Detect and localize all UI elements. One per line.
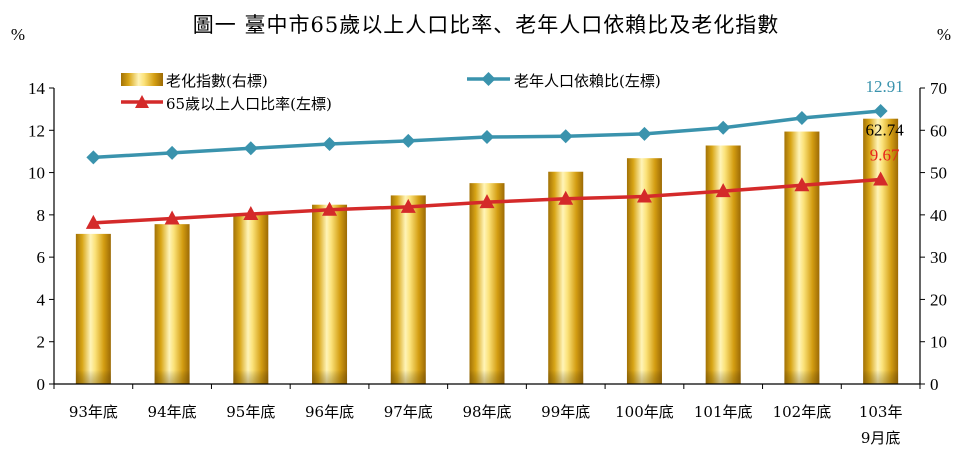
diamond-point bbox=[401, 133, 416, 148]
bar-base-shade bbox=[469, 370, 505, 384]
right-tick-label: 10 bbox=[930, 333, 947, 352]
bar bbox=[469, 183, 505, 384]
x-tick-label: 95年底 bbox=[226, 403, 275, 421]
right-tick-label: 60 bbox=[930, 121, 947, 140]
x-tick-label: 93年底 bbox=[69, 403, 118, 421]
x-tick-label: 103年 bbox=[859, 403, 903, 421]
bar-base-shade bbox=[548, 370, 584, 384]
diamond-point bbox=[637, 126, 652, 141]
triangle-point bbox=[794, 177, 810, 192]
data-label-aging-index: 62.74 bbox=[866, 121, 905, 140]
axes: 0 2 4 6 8 10 12 14 0 10 20 30 40 50 60 70 93年底 94年底 95年底 96… bbox=[28, 79, 947, 447]
left-tick-label: 12 bbox=[28, 121, 45, 140]
triangle-point bbox=[85, 214, 101, 229]
triangle-point bbox=[636, 188, 652, 203]
bar-series bbox=[75, 118, 899, 384]
data-labels: 12.91 62.74 9.67 bbox=[866, 77, 905, 165]
x-tick-label: 9月底 bbox=[861, 429, 901, 447]
diamond-point bbox=[243, 141, 258, 156]
legend-item-elderly-ratio: 65歲以上人口比率(左標) bbox=[121, 95, 332, 113]
left-tick-label: 0 bbox=[37, 375, 46, 394]
x-tick-label: 97年底 bbox=[384, 403, 433, 421]
triangle-point bbox=[558, 190, 574, 205]
chart-title: 圖一 臺中市65歲以上人口比率、老年人口依賴比及老化指數 bbox=[193, 13, 779, 37]
bar-base-shade bbox=[705, 370, 741, 384]
triangle-point bbox=[322, 201, 338, 216]
right-axis-unit: % bbox=[937, 25, 951, 44]
left-tick-label: 14 bbox=[28, 79, 46, 98]
left-tick-label: 4 bbox=[37, 290, 46, 309]
left-axis-unit: % bbox=[11, 25, 25, 44]
bar-base-shade bbox=[390, 370, 426, 384]
left-tick-label: 2 bbox=[37, 333, 46, 352]
bar-base-shade bbox=[312, 370, 348, 384]
diamond-point bbox=[165, 145, 180, 160]
triangle-point bbox=[873, 171, 889, 186]
x-tick-label: 100年底 bbox=[615, 403, 674, 421]
right-tick-label: 30 bbox=[930, 248, 947, 267]
legend-triangle-marker bbox=[135, 95, 149, 108]
diamond-point bbox=[873, 104, 888, 119]
legend-item-dependency-ratio: 老年人口依賴比(左標) bbox=[467, 72, 661, 90]
bar bbox=[75, 233, 111, 384]
diamond-point bbox=[716, 120, 731, 135]
bar bbox=[390, 195, 426, 384]
bar bbox=[233, 213, 269, 384]
bar bbox=[784, 131, 820, 384]
diamond-point bbox=[794, 111, 809, 126]
triangle-point bbox=[479, 194, 495, 209]
legend-swatch-bar bbox=[121, 73, 163, 86]
diamond-point bbox=[86, 150, 101, 165]
legend: 老化指數(右標) 老年人口依賴比(左標) 65歲以上人口比率(左標) bbox=[121, 72, 661, 113]
bar-base-shade bbox=[784, 370, 820, 384]
triangle-point bbox=[715, 183, 731, 198]
right-tick-label: 40 bbox=[930, 206, 947, 225]
x-tick-label: 102年底 bbox=[773, 403, 832, 421]
legend-diamond-marker bbox=[481, 72, 496, 86]
triangle-point bbox=[243, 206, 259, 221]
triangle-point bbox=[400, 198, 416, 213]
diamond-point bbox=[480, 130, 494, 145]
line-series bbox=[85, 104, 889, 229]
bar-base-shade bbox=[626, 370, 662, 384]
bar bbox=[548, 171, 584, 384]
bar bbox=[154, 224, 190, 384]
legend-item-aging-index: 老化指數(右標) bbox=[121, 72, 268, 90]
legend-label-aging-index: 老化指數(右標) bbox=[166, 72, 268, 90]
bar-base-shade bbox=[75, 370, 111, 384]
left-tick-label: 8 bbox=[37, 206, 46, 225]
x-tick-label: 94年底 bbox=[148, 403, 197, 421]
right-tick-label: 50 bbox=[930, 164, 947, 183]
data-label-elderly-ratio: 9.67 bbox=[870, 146, 900, 165]
bar bbox=[705, 145, 741, 384]
bar bbox=[863, 118, 899, 384]
x-tick-label: 98年底 bbox=[462, 403, 511, 421]
left-tick-label: 6 bbox=[37, 248, 46, 267]
x-tick-label: 101年底 bbox=[694, 403, 753, 421]
legend-label-dependency-ratio: 老年人口依賴比(左標) bbox=[514, 72, 661, 90]
right-tick-label: 70 bbox=[930, 79, 947, 98]
bar-base-shade bbox=[233, 370, 269, 384]
diamond-point bbox=[558, 129, 573, 144]
right-tick-label: 20 bbox=[930, 290, 947, 309]
x-tick-label: 96年底 bbox=[305, 403, 354, 421]
bar-base-shade bbox=[154, 370, 190, 384]
bar-base-shade bbox=[863, 370, 899, 384]
legend-label-elderly-ratio: 65歲以上人口比率(左標) bbox=[166, 95, 332, 113]
right-tick-label: 0 bbox=[930, 375, 939, 394]
left-tick-label: 10 bbox=[28, 164, 45, 183]
diamond-point bbox=[322, 137, 337, 152]
x-tick-label: 99年底 bbox=[541, 403, 590, 421]
triangle-point bbox=[164, 210, 180, 225]
data-label-dependency-ratio: 12.91 bbox=[866, 77, 904, 96]
bar bbox=[312, 204, 348, 384]
